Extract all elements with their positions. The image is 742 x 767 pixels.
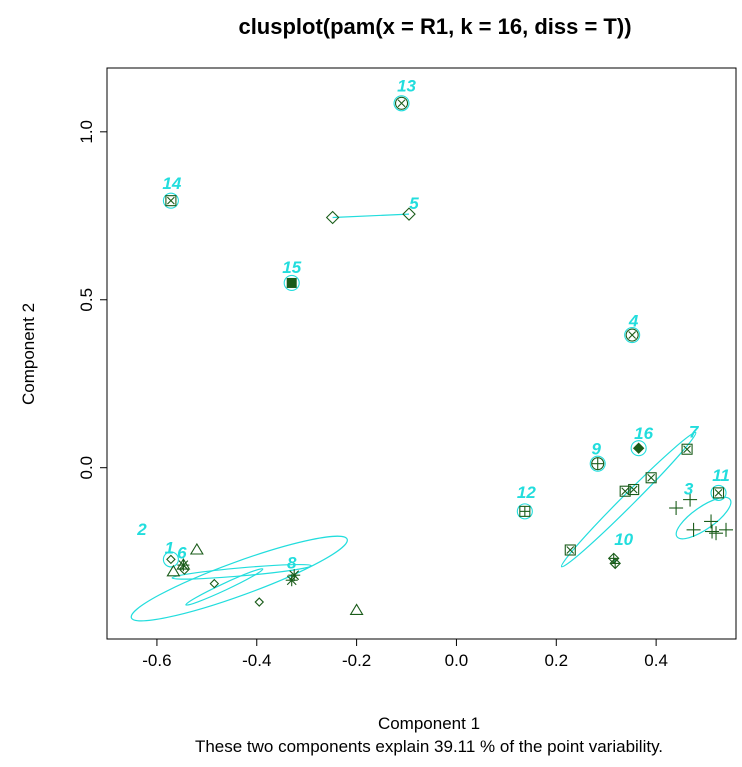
y-tick-label: 1.0	[77, 120, 96, 144]
data-point-cluster-7	[645, 472, 657, 484]
y-tick-label: 0.0	[77, 456, 96, 480]
cluster-label-1: 1	[165, 538, 174, 557]
data-point-cluster-12	[519, 505, 531, 517]
data-point-cluster-7	[681, 443, 693, 455]
cluster-label-10: 10	[614, 530, 633, 549]
cluster-circle-12	[516, 503, 533, 520]
cluster-label-12: 12	[517, 483, 536, 502]
data-point-cluster-8	[285, 574, 298, 587]
chart-subtitle: These two components explain 39.11 % of …	[195, 737, 663, 756]
data-point-cluster-13	[394, 96, 409, 110]
cluster-ellipses	[130, 95, 732, 622]
data-point-cluster-3	[704, 514, 719, 529]
x-tick-label: 0.2	[544, 651, 568, 670]
data-point-cluster-3	[686, 522, 701, 537]
data-point-cluster-8	[288, 569, 301, 582]
data-point-cluster-5	[402, 207, 416, 221]
cluster-label-3: 3	[684, 480, 694, 499]
cluster-ellipse-2	[130, 535, 348, 622]
data-point-cluster-2	[349, 603, 364, 616]
data-point-cluster-10	[607, 552, 620, 565]
data-point-cluster-10	[609, 557, 621, 570]
cluster-circle-4	[624, 326, 641, 344]
data-point-cluster-7	[628, 483, 640, 496]
data-point-cluster-2	[189, 542, 204, 555]
data-point-cluster-1	[166, 554, 176, 565]
cluster-label-6: 6	[177, 543, 187, 562]
cluster-label-11: 11	[712, 466, 730, 485]
y-axis: 0.0 0.5 1.0	[77, 120, 107, 480]
cluster-points	[165, 96, 734, 616]
data-point-cluster-16	[632, 442, 645, 454]
cluster-ellipse-8	[171, 563, 313, 580]
x-axis-label: Component 1	[378, 714, 480, 733]
data-point-cluster-7	[619, 485, 631, 497]
x-tick-label: -0.2	[342, 651, 371, 670]
cluster-circle-14	[162, 192, 179, 209]
cluster-circle-11	[710, 484, 727, 501]
data-point-cluster-6	[209, 578, 220, 589]
data-point-cluster-5	[325, 210, 340, 225]
data-point-cluster-11	[712, 487, 725, 499]
cluster-label-2: 2	[136, 520, 147, 539]
x-tick-label: -0.6	[142, 651, 171, 670]
data-point-cluster-3	[709, 526, 724, 541]
data-point-cluster-7	[564, 544, 576, 556]
cluster-circle-13	[393, 95, 410, 112]
plot-frame	[106, 67, 737, 640]
cluster-label-15: 15	[282, 258, 301, 277]
y-axis-label: Component 2	[19, 303, 38, 405]
x-axis: -0.6 -0.4 -0.2 0.0 0.2 0.4	[142, 639, 668, 670]
cluster-label-14: 14	[162, 174, 181, 193]
data-point-cluster-3	[705, 524, 720, 539]
data-point-cluster-2	[166, 564, 181, 577]
cluster-label-4: 4	[628, 312, 639, 331]
cluster-ellipse-7	[560, 431, 697, 568]
x-tick-label: 0.0	[445, 651, 469, 670]
cluster-ellipse-6	[185, 568, 264, 606]
data-point-cluster-3	[683, 492, 698, 507]
cluster-segment-5	[332, 213, 410, 219]
cluster-circle-16	[630, 440, 647, 457]
cluster-label-7: 7	[689, 422, 700, 441]
data-point-cluster-15	[286, 277, 297, 288]
x-tick-label: -0.4	[242, 651, 271, 670]
data-point-cluster-3	[719, 522, 734, 537]
data-point-cluster-4	[625, 328, 639, 342]
cluster-circle-1	[162, 551, 179, 568]
data-point-cluster-9	[591, 457, 605, 471]
cluster-label-13: 13	[397, 77, 416, 96]
cluster-label-16: 16	[634, 424, 653, 443]
cluster-label-5: 5	[409, 194, 419, 213]
data-point-cluster-3	[669, 501, 684, 516]
data-point-cluster-14	[165, 195, 177, 207]
cluster-ellipse-3	[675, 496, 732, 540]
y-tick-label: 0.5	[77, 288, 96, 312]
cluster-label-8: 8	[287, 553, 297, 572]
x-tick-label: 0.4	[644, 651, 668, 670]
data-point-cluster-6	[254, 597, 265, 607]
chart-title: clusplot(pam(x = R1, k = 16, diss = T))	[238, 14, 631, 39]
cluster-circle-15	[283, 274, 300, 292]
cluster-circle-9	[589, 455, 606, 472]
data-point-cluster-8	[177, 559, 190, 572]
cluster-label-9: 9	[591, 439, 601, 458]
